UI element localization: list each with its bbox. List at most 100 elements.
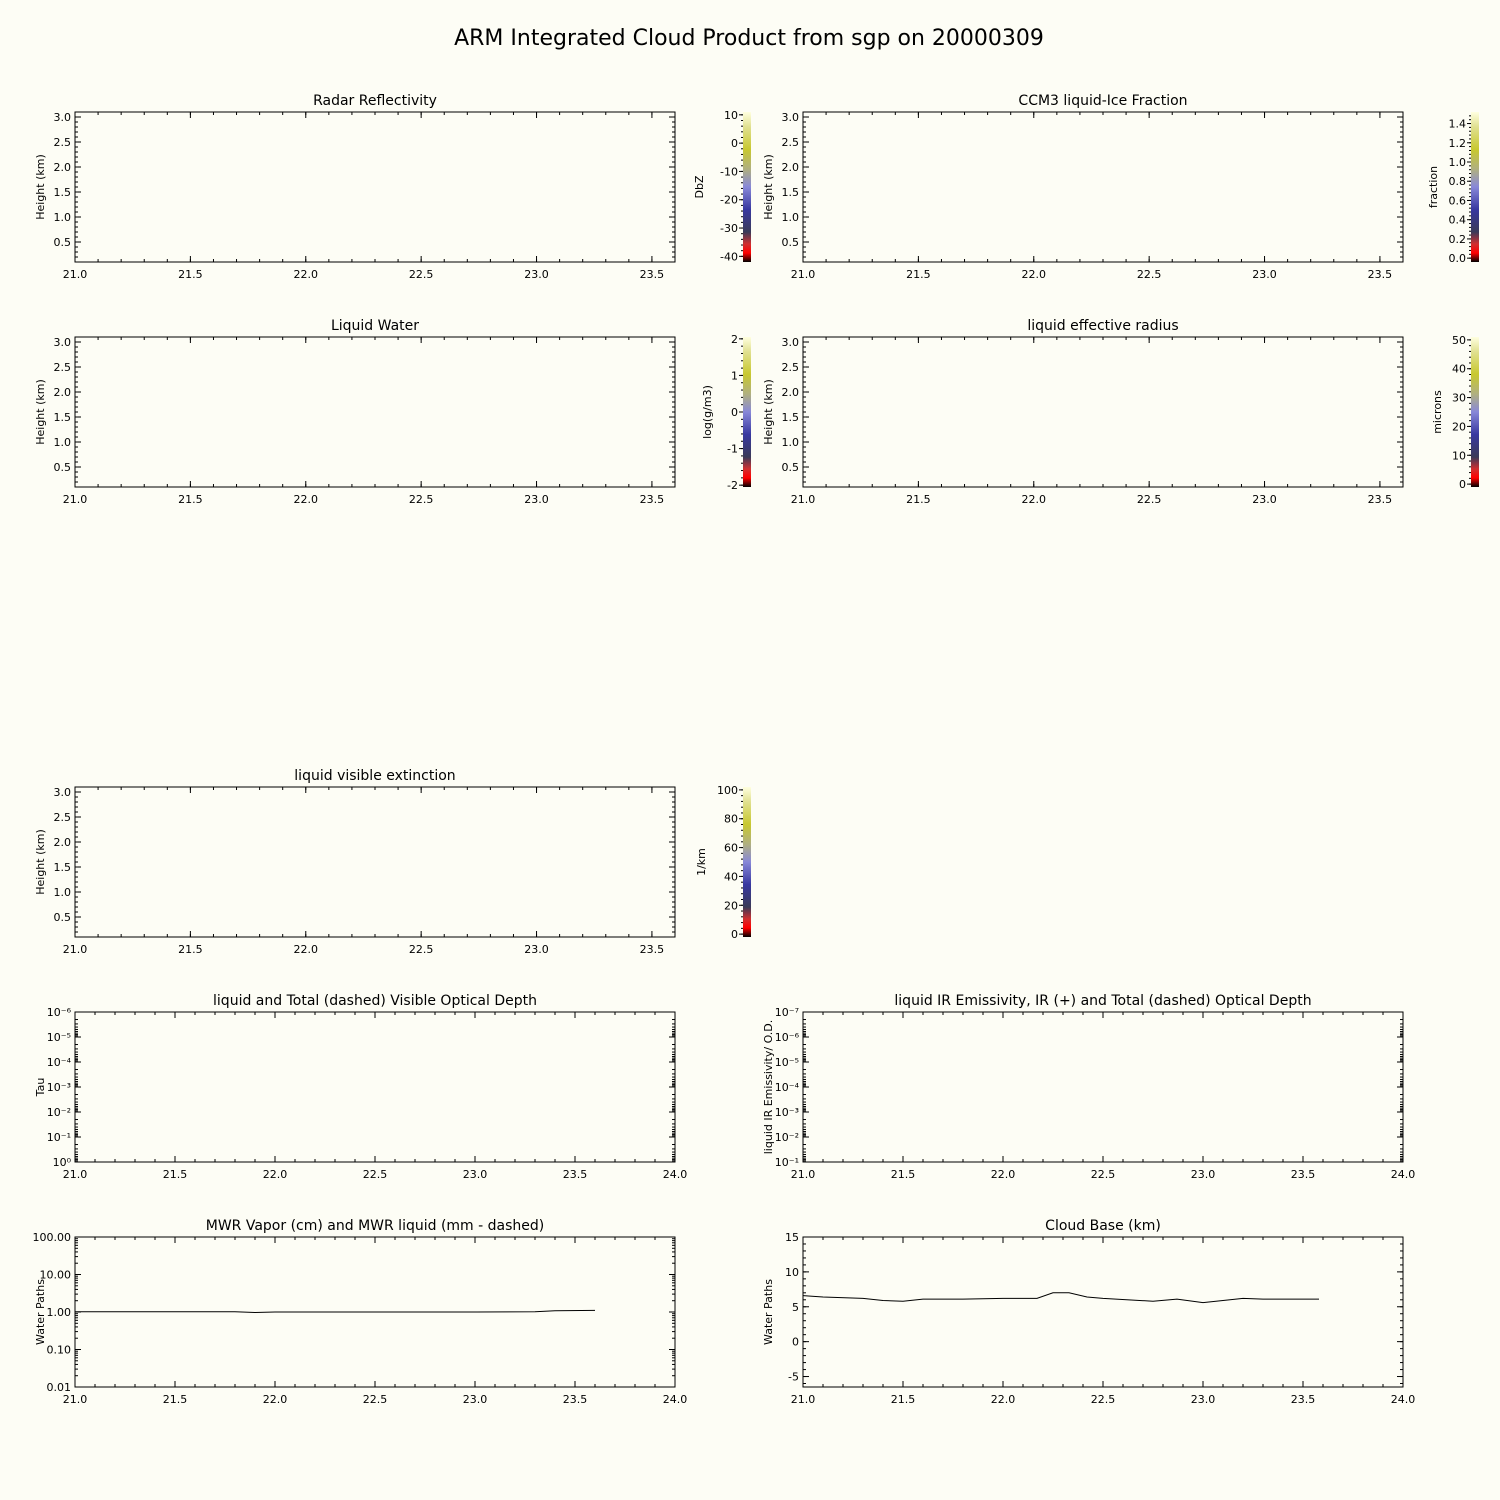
panel-title: Radar Reflectivity [313, 93, 437, 109]
x-tick-label: 23.0 [463, 1168, 488, 1181]
cbase-panel: Cloud Base (km) Water Paths 21.0 21.5 22.0 22… [762, 1218, 1415, 1406]
y-tick-label: 2.0 [782, 161, 800, 174]
y-axis-label: Height (km) [34, 154, 47, 220]
x-tick-label: 22.0 [294, 268, 319, 281]
y-tick-label: 3.0 [54, 786, 72, 799]
y-tick-label: 0.5 [54, 911, 72, 924]
colorbar-tick-label: 10 [724, 109, 738, 122]
y-tick-label: 15 [785, 1231, 799, 1244]
plot-frame [74, 786, 676, 938]
colorbar-tick-label: 0.6 [1449, 194, 1467, 207]
radar-panel: Radar Reflectivity Height (km) 21.0 21.5 22.… [34, 93, 751, 281]
x-tick-label: 23.5 [1291, 1393, 1316, 1406]
x-tick-label: 23.5 [640, 493, 665, 506]
x-tick-label: 23.5 [563, 1168, 588, 1181]
x-tick-label: 22.0 [294, 943, 319, 956]
panel-title: liquid visible extinction [294, 768, 455, 784]
y-tick-label: 10⁻¹ [47, 1131, 71, 1144]
colorbar [743, 787, 751, 937]
colorbar-tick-label: 0 [731, 137, 738, 150]
colorbar-tick-label: 0 [731, 406, 738, 419]
colorbar-tick-label: 2 [731, 333, 738, 346]
colorbar-tick-label: 0.4 [1449, 214, 1467, 227]
colorbar-tick-label: 0.2 [1449, 233, 1467, 246]
y-tick-label: 10⁻⁵ [47, 1031, 71, 1044]
x-tick-label: 21.0 [791, 1168, 816, 1181]
x-tick-label: 23.0 [1252, 268, 1277, 281]
panel-title: liquid IR Emissivity, IR (+) and Total (… [894, 993, 1311, 1009]
colorbar-tick-label: 80 [724, 813, 738, 826]
colorbar [1471, 112, 1479, 262]
colorbar-tick-label: -40 [720, 250, 738, 263]
colorbar-label: log(g/m3) [701, 385, 714, 439]
colorbar-tick-label: 100 [717, 784, 738, 797]
x-tick-label: 22.5 [409, 493, 434, 506]
x-tick-label: 22.0 [263, 1393, 288, 1406]
x-tick-label: 21.5 [163, 1393, 188, 1406]
x-tick-label: 23.0 [1191, 1168, 1216, 1181]
y-tick-label: 3.0 [782, 336, 800, 349]
x-tick-label: 23.0 [524, 268, 549, 281]
figure-title: ARM Integrated Cloud Product from sgp on… [454, 26, 1044, 51]
plot-frame [802, 336, 1404, 488]
emis-panel: liquid IR Emissivity, IR (+) and Total (… [762, 993, 1415, 1181]
x-tick-label: 23.0 [463, 1393, 488, 1406]
x-tick-label: 21.0 [63, 1168, 88, 1181]
x-tick-label: 21.5 [906, 493, 931, 506]
ext-panel: liquid visible extinction Height (km) 21.0… [34, 768, 751, 956]
y-tick-label: 0.5 [54, 461, 72, 474]
panel-title: MWR Vapor (cm) and MWR liquid (mm - dash… [206, 1218, 544, 1234]
x-tick-label: 23.0 [1252, 493, 1277, 506]
x-tick-label: 22.0 [1022, 268, 1047, 281]
x-tick-label: 22.5 [409, 268, 434, 281]
colorbar-tick-label: 1.0 [1449, 156, 1467, 169]
y-tick-label: 1.00 [47, 1306, 72, 1319]
x-tick-label: 24.0 [1391, 1393, 1416, 1406]
x-tick-label: 21.0 [63, 493, 88, 506]
y-tick-label: 2.0 [54, 386, 72, 399]
x-tick-label: 23.0 [524, 493, 549, 506]
y-tick-label: 1.5 [54, 861, 72, 874]
y-tick-label: 1.5 [54, 186, 72, 199]
y-tick-label: 1.0 [54, 436, 72, 449]
panel-title: CCM3 liquid-Ice Fraction [1018, 93, 1187, 109]
y-tick-label: 10⁻⁵ [775, 1056, 799, 1069]
y-tick-label: 2.5 [54, 136, 72, 149]
x-tick-label: 23.5 [1368, 493, 1393, 506]
x-tick-label: 23.5 [640, 268, 665, 281]
colorbar-tick-label: 10 [1452, 449, 1466, 462]
colorbar-tick-label: 0.0 [1449, 252, 1467, 265]
x-tick-label: 22.5 [1091, 1393, 1116, 1406]
y-tick-label: 10⁻³ [775, 1106, 799, 1119]
y-tick-label: 3.0 [54, 336, 72, 349]
x-tick-label: 24.0 [663, 1393, 688, 1406]
colorbar [1471, 337, 1479, 487]
y-axis-label: liquid IR Emissivity/ O.D. [762, 1020, 775, 1155]
x-tick-label: 21.0 [791, 1393, 816, 1406]
y-axis-label: Height (km) [762, 379, 775, 445]
x-tick-label: 22.0 [263, 1168, 288, 1181]
colorbar-tick-label: 0 [1459, 478, 1466, 491]
x-tick-label: 24.0 [1391, 1168, 1416, 1181]
x-tick-label: 21.5 [178, 493, 203, 506]
colorbar-label: microns [1431, 390, 1444, 434]
y-tick-label: 10⁻⁶ [775, 1031, 800, 1044]
x-tick-label: 21.0 [791, 268, 816, 281]
y-tick-label: 2.0 [54, 161, 72, 174]
x-tick-label: 21.0 [63, 1393, 88, 1406]
y-tick-label: 2.5 [54, 811, 72, 824]
y-tick-label: 2.5 [54, 361, 72, 374]
y-tick-label: 2.0 [782, 386, 800, 399]
x-tick-label: 22.5 [363, 1168, 388, 1181]
colorbar-label: fraction [1427, 166, 1440, 208]
y-tick-label: 1.5 [54, 411, 72, 424]
y-tick-label: 3.0 [54, 111, 72, 124]
y-tick-label: 5 [792, 1301, 799, 1314]
y-tick-label: 10⁻⁴ [47, 1056, 72, 1069]
y-tick-label: 1.5 [782, 186, 800, 199]
colorbar-tick-label: 0 [731, 928, 738, 941]
y-tick-label: 10⁻³ [47, 1081, 71, 1094]
y-tick-label: 1.0 [782, 211, 800, 224]
y-axis-label: Height (km) [762, 154, 775, 220]
